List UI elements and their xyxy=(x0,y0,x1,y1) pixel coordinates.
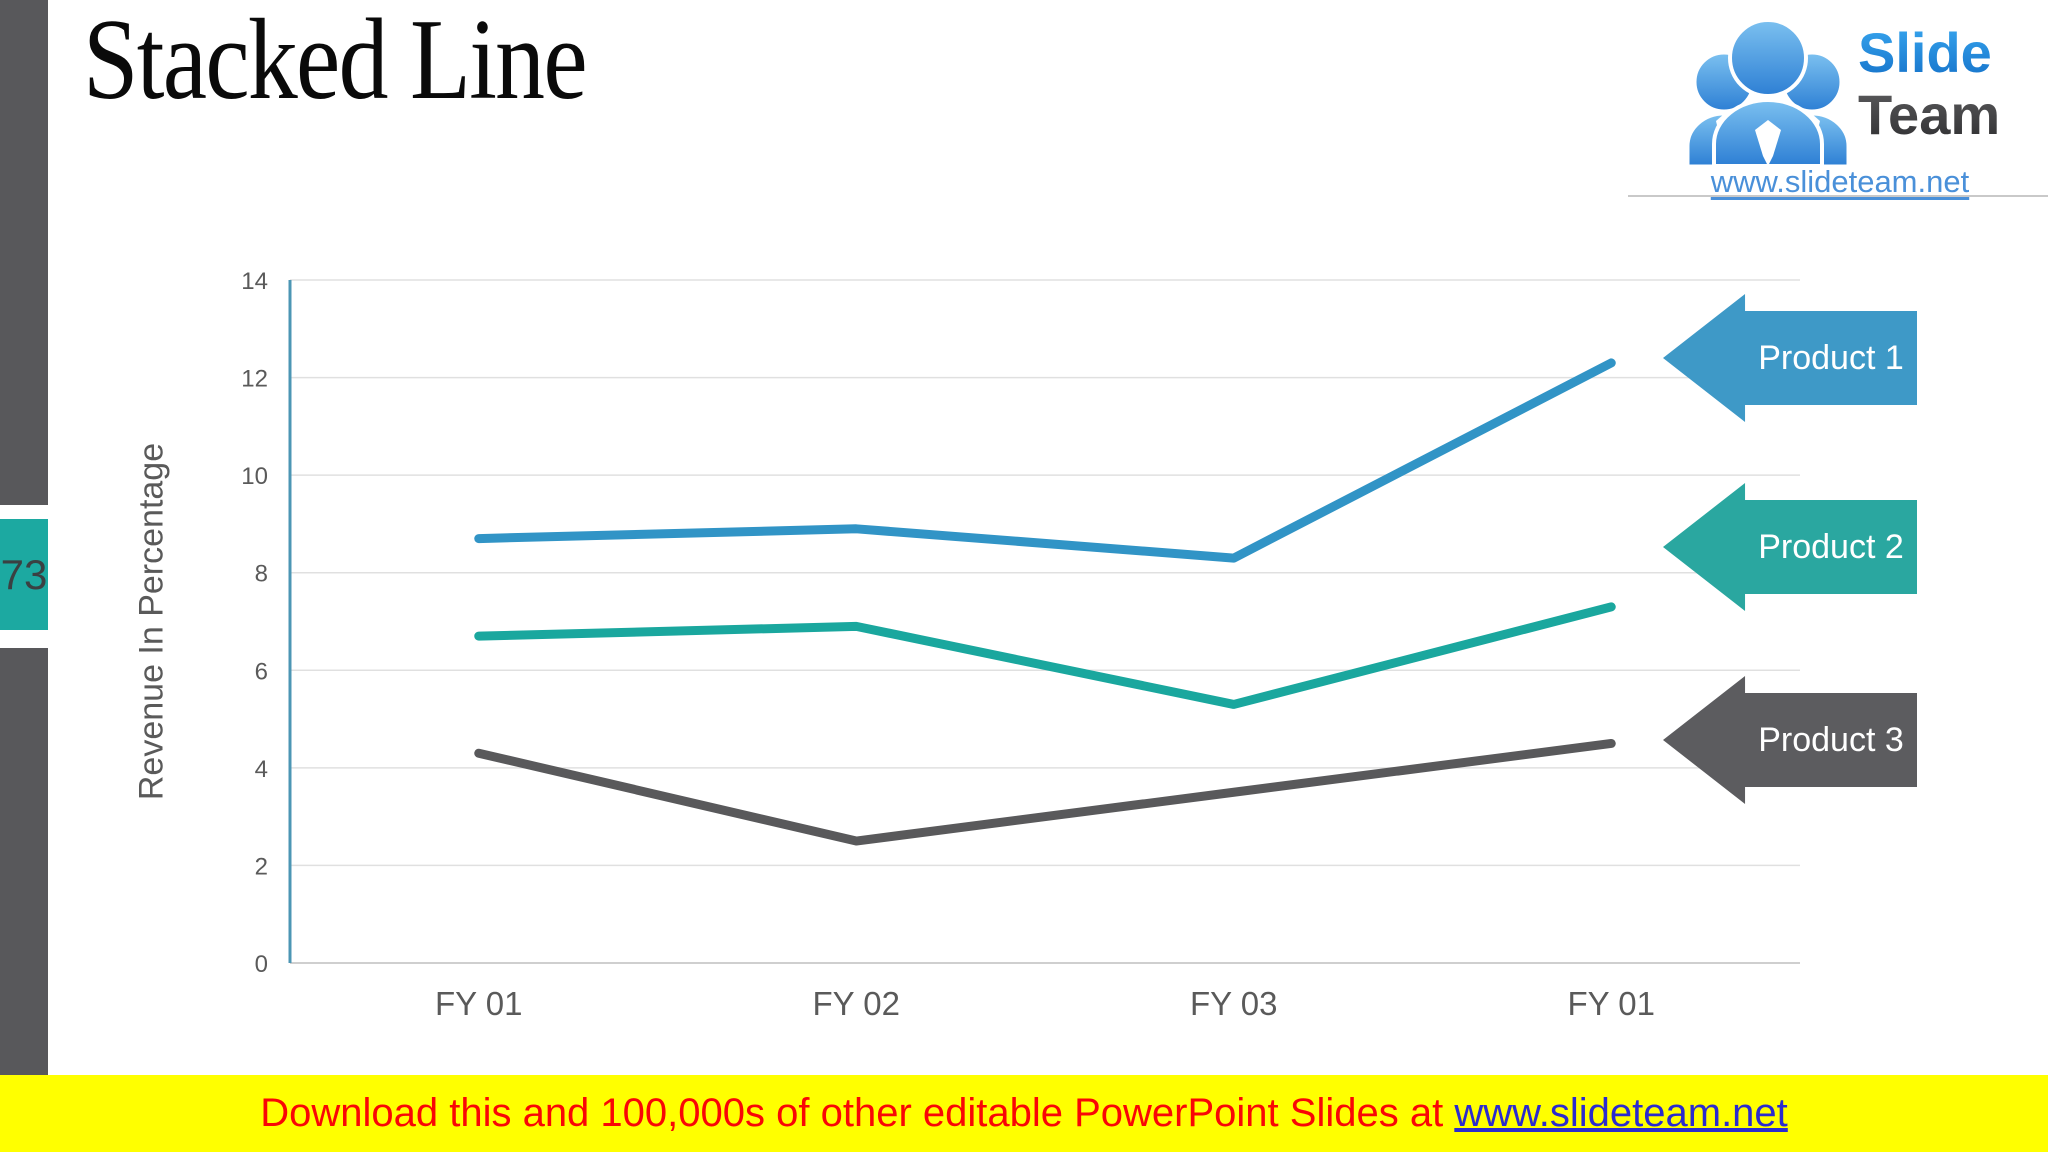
promo-banner-text: Download this and 100,000s of other edit… xyxy=(260,1091,1455,1135)
x-tick-label: FY 02 xyxy=(813,985,900,1022)
logo-divider-line xyxy=(1628,195,2048,197)
y-tick-label: 4 xyxy=(255,756,268,783)
legend-label-product-1: Product 1 xyxy=(1758,338,1904,377)
logo-word-slide: Slide xyxy=(1858,21,1992,84)
y-tick-label: 14 xyxy=(241,268,268,295)
y-tick-label: 8 xyxy=(255,561,268,588)
promo-banner-link[interactable]: www.slideteam.net xyxy=(1454,1091,1788,1135)
y-tick-label: 0 xyxy=(255,951,268,978)
y-axis-title: Revenue In Percentage xyxy=(132,442,171,801)
page-number: 73 xyxy=(0,550,48,598)
sidebar-bar-top xyxy=(0,0,48,505)
page-number-badge: 73 xyxy=(0,519,48,630)
y-tick-label: 10 xyxy=(241,463,268,490)
y-tick-label: 6 xyxy=(255,658,268,685)
series-line-product-3 xyxy=(474,738,1616,846)
slideteam-logo: Slide Team xyxy=(1686,18,2000,168)
promo-banner: Download this and 100,000s of other edit… xyxy=(0,1075,2048,1152)
y-tick-label: 12 xyxy=(241,366,268,393)
logo-url-link[interactable]: www.slideteam.net xyxy=(1710,164,1970,199)
series-line-product-2 xyxy=(474,602,1616,709)
y-tick-label: 2 xyxy=(255,853,268,880)
x-tick-label: FY 01 xyxy=(435,985,522,1022)
page-title: Stacked Line xyxy=(83,0,588,124)
x-tick-label: FY 01 xyxy=(1568,985,1655,1022)
series-line-product-1 xyxy=(474,358,1616,563)
x-tick-label: FY 03 xyxy=(1190,985,1277,1022)
people-group-icon xyxy=(1686,18,1850,168)
sidebar-bar-bottom xyxy=(0,648,48,1075)
logo-word-team: Team xyxy=(1858,83,2000,146)
legend-label-product-2: Product 2 xyxy=(1758,527,1904,566)
legend-label-product-3: Product 3 xyxy=(1758,720,1904,759)
